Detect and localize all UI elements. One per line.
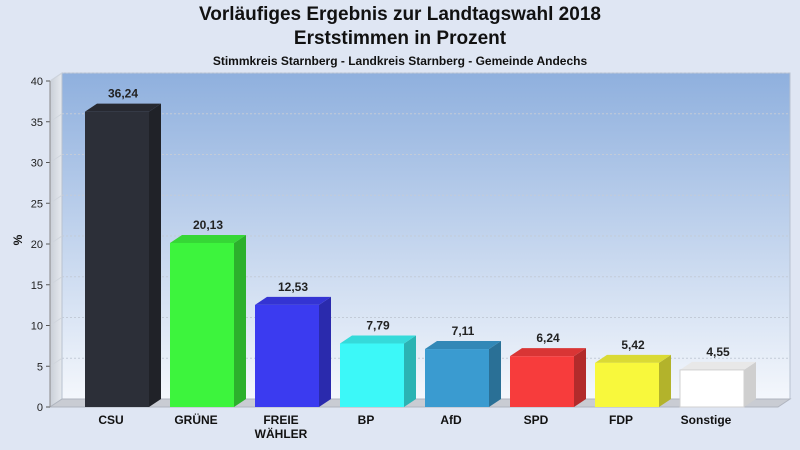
plot-floor bbox=[48, 398, 792, 408]
y-tick-label: 0 bbox=[37, 402, 43, 414]
gridline-wall bbox=[49, 194, 63, 204]
chart-title: Vorläufiges Ergebnis zur Landtagswahl 20… bbox=[199, 4, 601, 25]
data-label: 6,24 bbox=[536, 331, 560, 345]
bar-top bbox=[425, 341, 501, 350]
x-tick-label: BP bbox=[358, 413, 375, 427]
bar-side bbox=[574, 348, 586, 407]
bar-top bbox=[680, 361, 756, 370]
y-tick-label: 15 bbox=[31, 280, 43, 292]
bar-front bbox=[679, 369, 745, 408]
y-tick-label: 10 bbox=[31, 321, 43, 333]
data-label: 7,11 bbox=[452, 324, 475, 338]
bar-spd bbox=[510, 348, 586, 407]
gridline-wall bbox=[49, 113, 63, 123]
data-label: 12,53 bbox=[278, 280, 308, 294]
bar-front bbox=[425, 349, 489, 407]
y-tick-label: 30 bbox=[31, 158, 43, 170]
bar-side bbox=[149, 103, 161, 408]
x-tick-label: FREIE bbox=[263, 413, 298, 427]
bar-freie-wähler bbox=[255, 296, 331, 407]
x-tick-label: FDP bbox=[609, 413, 633, 427]
bar-fdp bbox=[595, 354, 671, 407]
bar-top bbox=[255, 296, 331, 305]
bar-front bbox=[510, 356, 574, 407]
gridline-wall bbox=[49, 235, 63, 245]
gridline-wall bbox=[49, 72, 63, 82]
bar-front bbox=[340, 343, 404, 407]
bar-side bbox=[489, 341, 501, 407]
gridline-wall bbox=[49, 317, 63, 326]
chart-subtitle: Erststimmen in Prozent bbox=[293, 28, 507, 49]
bar-afd bbox=[425, 341, 501, 407]
x-tick-label: AfD bbox=[440, 413, 462, 427]
y-tick-label: 40 bbox=[31, 76, 43, 88]
gridline-wall bbox=[49, 154, 63, 163]
bar-top bbox=[340, 335, 416, 344]
bar-side bbox=[234, 234, 246, 407]
bar-front bbox=[170, 242, 234, 407]
bar-side bbox=[744, 361, 756, 407]
bar-sonstige bbox=[679, 361, 756, 408]
gridline-wall bbox=[49, 357, 63, 367]
bar-front bbox=[255, 304, 319, 407]
x-tick-label: CSU bbox=[98, 413, 123, 427]
x-tick-label: WÄHLER bbox=[255, 426, 308, 441]
bar-csu bbox=[85, 103, 161, 408]
x-tick-label: GRÜNE bbox=[174, 412, 217, 427]
bar-top bbox=[85, 103, 161, 112]
bar-front bbox=[85, 111, 149, 408]
chart-subsubtitle: Stimmkreis Starnberg - Landkreis Starnbe… bbox=[212, 54, 588, 68]
bar-side bbox=[404, 335, 416, 407]
data-label: 20,13 bbox=[193, 218, 223, 232]
x-tick-label: Sonstige bbox=[681, 413, 732, 427]
bar-top bbox=[595, 354, 671, 363]
gridline-wall bbox=[49, 276, 63, 286]
data-label: 7,79 bbox=[366, 319, 390, 333]
bar-top bbox=[170, 234, 246, 243]
y-axis-label: % bbox=[11, 234, 25, 245]
bar-side bbox=[659, 354, 671, 407]
bar-top bbox=[510, 348, 586, 357]
data-label: 36,24 bbox=[108, 87, 138, 101]
y-tick-label: 20 bbox=[31, 239, 43, 251]
y-tick-label: 25 bbox=[31, 198, 43, 210]
x-tick-label: SPD bbox=[524, 413, 549, 427]
bar-side bbox=[319, 296, 331, 407]
data-label: 4,55 bbox=[706, 345, 730, 359]
bar-front bbox=[595, 362, 659, 407]
y-tick-label: 5 bbox=[37, 361, 43, 373]
bar-grüne bbox=[170, 234, 246, 407]
data-label: 5,42 bbox=[621, 338, 645, 352]
y-tick-label: 35 bbox=[31, 117, 43, 129]
bar-bp bbox=[340, 335, 416, 407]
